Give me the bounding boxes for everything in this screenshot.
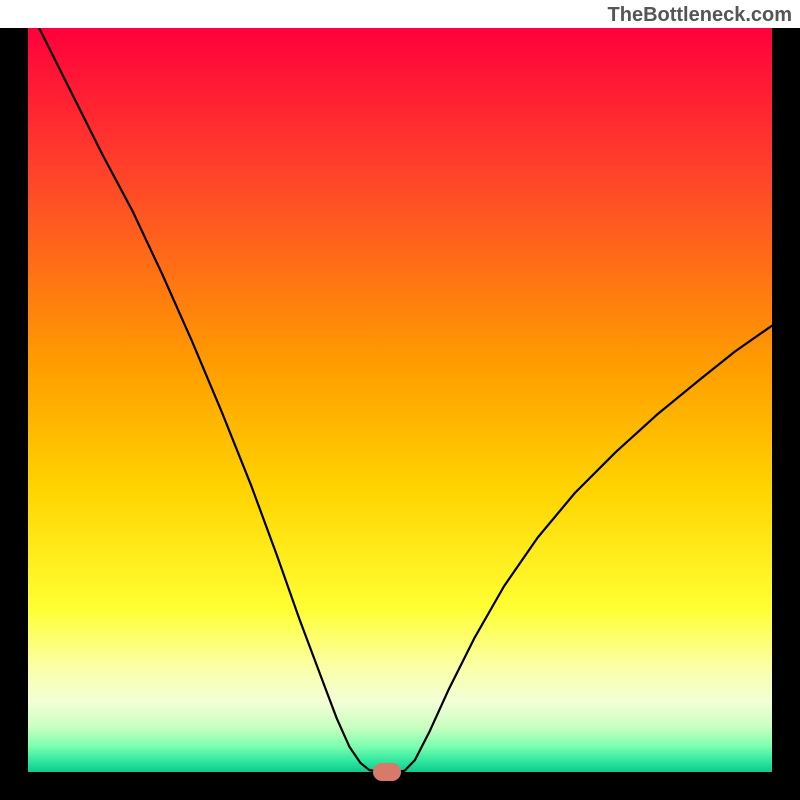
bottom-axis-border [0, 772, 800, 800]
left-axis-border [0, 28, 28, 800]
plot-background [28, 28, 772, 772]
plot-area [28, 28, 772, 772]
watermark-text: TheBottleneck.com [608, 4, 792, 27]
optimum-marker [373, 763, 401, 781]
right-axis-border [772, 28, 800, 800]
curve-layer [28, 28, 772, 772]
chart-container: TheBottleneck.com [0, 0, 800, 800]
chart-frame [0, 28, 800, 800]
